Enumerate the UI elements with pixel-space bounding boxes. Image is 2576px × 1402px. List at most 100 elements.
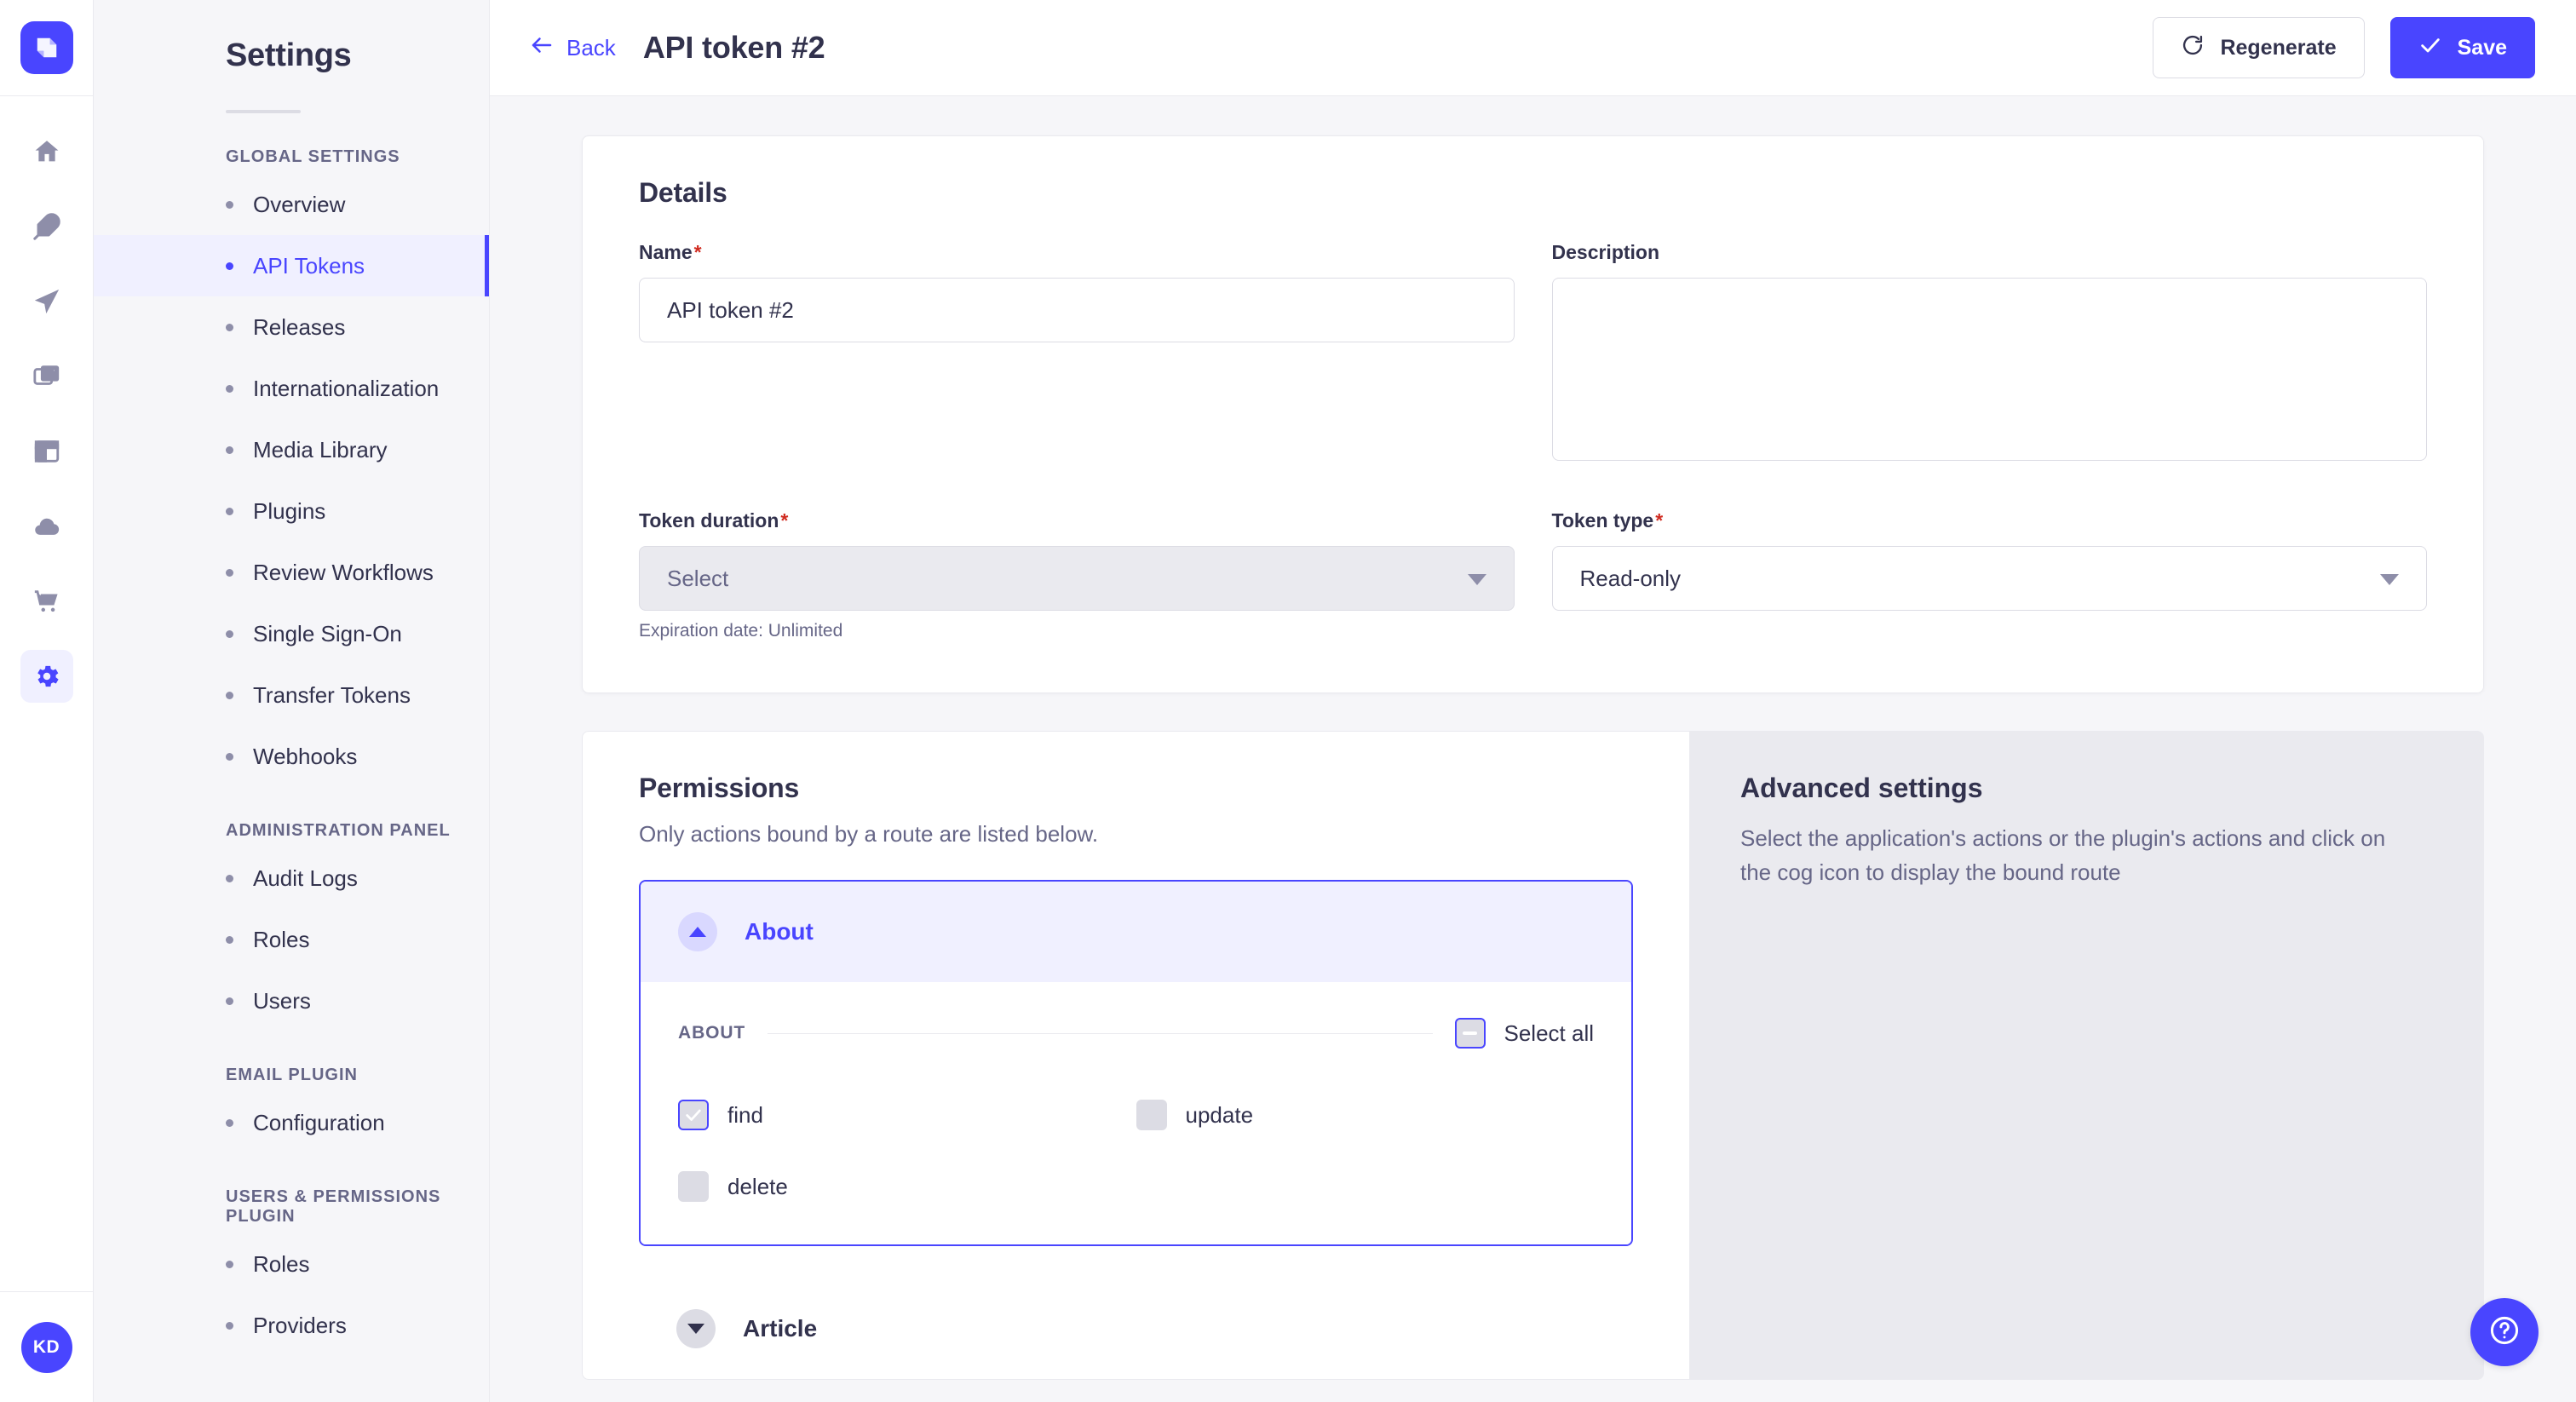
about-group-label: ABOUT: [678, 1023, 746, 1043]
permissions-card: Permissions Only actions bound by a rout…: [582, 731, 1689, 1380]
sidebar-item-label: Roles: [253, 926, 310, 952]
sidebar-section-global-settings: GLOBAL SETTINGS: [226, 147, 400, 166]
bullet-icon: [226, 323, 233, 331]
sidebar-item-label: Review Workflows: [253, 559, 434, 585]
sidebar-item-single-sign-on[interactable]: Single Sign-On: [94, 603, 489, 664]
description-textarea[interactable]: [1551, 278, 2427, 461]
images-icon[interactable]: [20, 350, 73, 403]
bullet-icon: [226, 445, 233, 454]
sidebar-item-api-tokens[interactable]: API Tokens: [94, 235, 489, 296]
settings-header: Settings: [94, 0, 489, 74]
accordion-article-header[interactable]: Article: [639, 1278, 1633, 1379]
bullet-icon: [226, 261, 233, 270]
check-icon: [686, 1109, 701, 1121]
chevron-down-icon: [2380, 566, 2399, 592]
bullet-icon: [226, 1118, 233, 1127]
select-all-label: Select all: [1504, 1020, 1595, 1046]
token-duration-label: Token duration*: [639, 509, 1515, 532]
sidebar-item-releases[interactable]: Releases: [94, 296, 489, 358]
strapi-logo-icon: [20, 21, 73, 74]
sidebar-item-label: Roles: [253, 1250, 310, 1277]
select-all-checkbox[interactable]: [1454, 1018, 1486, 1049]
bullet-icon: [226, 1260, 233, 1268]
token-type-label-text: Token type: [1551, 509, 1654, 531]
accordion-about: About ABOUT Select all: [639, 880, 1633, 1246]
sidebar-item-overview[interactable]: Overview: [94, 174, 489, 235]
about-actions-grid: find update delete: [678, 1100, 1594, 1202]
sidebar-item-label: Configuration: [253, 1109, 385, 1135]
details-grid-row-1: Name* Description: [639, 241, 2427, 465]
permission-label: find: [727, 1101, 763, 1128]
permission-item-delete[interactable]: delete: [678, 1171, 1136, 1202]
arrow-left-icon: [529, 32, 555, 64]
sidebar-item-audit-logs[interactable]: Audit Logs: [94, 848, 489, 909]
token-duration-field-group: Token duration* Select Expiration date: …: [639, 509, 1515, 641]
chevron-up-icon[interactable]: [678, 912, 717, 951]
page-title: API token #2: [642, 30, 825, 65]
permission-item-find[interactable]: find: [678, 1100, 1136, 1130]
sidebar-item-label: Webhooks: [253, 743, 358, 769]
refresh-icon: [2181, 33, 2205, 63]
indeterminate-dash-icon: [1463, 1031, 1477, 1035]
description-field-group: Description: [1551, 241, 2427, 465]
help-button[interactable]: [2470, 1298, 2539, 1366]
gear-icon[interactable]: [20, 650, 73, 703]
cloud-icon[interactable]: [20, 500, 73, 553]
back-button[interactable]: Back: [529, 32, 616, 64]
chevron-down-icon[interactable]: [676, 1309, 716, 1348]
bullet-icon: [226, 629, 233, 638]
sidebar-item-label: Internationalization: [253, 375, 440, 401]
paper-plane-icon[interactable]: [20, 275, 73, 328]
bullet-icon: [226, 384, 233, 393]
sidebar-item-label: Plugins: [253, 497, 326, 524]
sidebar-item-roles-users-permissions[interactable]: Roles: [94, 1233, 489, 1295]
details-grid-row-2: Token duration* Select Expiration date: …: [639, 509, 2427, 641]
rail-footer: KD: [0, 1291, 93, 1402]
app-logo[interactable]: [0, 0, 93, 96]
bullet-icon: [226, 568, 233, 577]
home-icon[interactable]: [20, 125, 73, 178]
advanced-settings-panel: Advanced settings Select the application…: [1689, 731, 2484, 1380]
layout-icon[interactable]: [20, 425, 73, 478]
sidebar-item-media-library[interactable]: Media Library: [94, 419, 489, 480]
rail-nav-list: [20, 96, 73, 1291]
bullet-icon: [226, 507, 233, 515]
accordion-about-header[interactable]: About: [641, 882, 1631, 982]
regenerate-button[interactable]: Regenerate: [2153, 17, 2365, 78]
sidebar-item-roles-admin[interactable]: Roles: [94, 909, 489, 970]
token-type-field-group: Token type* Read-only: [1551, 509, 2427, 641]
sidebar-item-webhooks[interactable]: Webhooks: [94, 726, 489, 787]
sidebar-item-providers[interactable]: Providers: [94, 1295, 489, 1356]
token-type-select[interactable]: Read-only: [1551, 546, 2427, 611]
sidebar-item-review-workflows[interactable]: Review Workflows: [94, 542, 489, 603]
accordion-about-body: ABOUT Select all: [641, 982, 1631, 1244]
required-asterisk: *: [1655, 509, 1664, 531]
permission-checkbox-find[interactable]: [678, 1100, 709, 1130]
permission-label: update: [1185, 1101, 1254, 1128]
advanced-settings-title: Advanced settings: [1740, 773, 1983, 803]
select-all-control[interactable]: Select all: [1454, 1018, 1595, 1049]
feather-icon[interactable]: [20, 200, 73, 253]
sidebar-item-plugins[interactable]: Plugins: [94, 480, 489, 542]
save-button[interactable]: Save: [2389, 17, 2535, 78]
sidebar-item-configuration[interactable]: Configuration: [94, 1092, 489, 1153]
name-input[interactable]: [639, 278, 1515, 342]
back-label: Back: [566, 34, 616, 60]
avatar[interactable]: KD: [20, 1321, 72, 1373]
permission-item-update[interactable]: update: [1136, 1100, 1595, 1130]
main-icon-rail: KD: [0, 0, 94, 1402]
cart-icon[interactable]: [20, 575, 73, 628]
token-duration-select[interactable]: Select: [639, 546, 1515, 611]
sidebar-item-users[interactable]: Users: [94, 970, 489, 1031]
permission-checkbox-delete[interactable]: [678, 1171, 709, 1202]
sidebar-item-transfer-tokens[interactable]: Transfer Tokens: [94, 664, 489, 726]
settings-sidebar: Settings GLOBAL SETTINGS Overview API To…: [94, 0, 490, 1402]
bullet-icon: [226, 200, 233, 209]
permission-checkbox-update[interactable]: [1136, 1100, 1167, 1130]
check-icon: [2418, 33, 2442, 63]
settings-title: Settings: [226, 37, 352, 73]
sidebar-item-internationalization[interactable]: Internationalization: [94, 358, 489, 419]
sidebar-item-label: Audit Logs: [253, 865, 358, 891]
description-label: Description: [1551, 241, 1660, 263]
token-duration-label-text: Token duration: [639, 509, 779, 531]
